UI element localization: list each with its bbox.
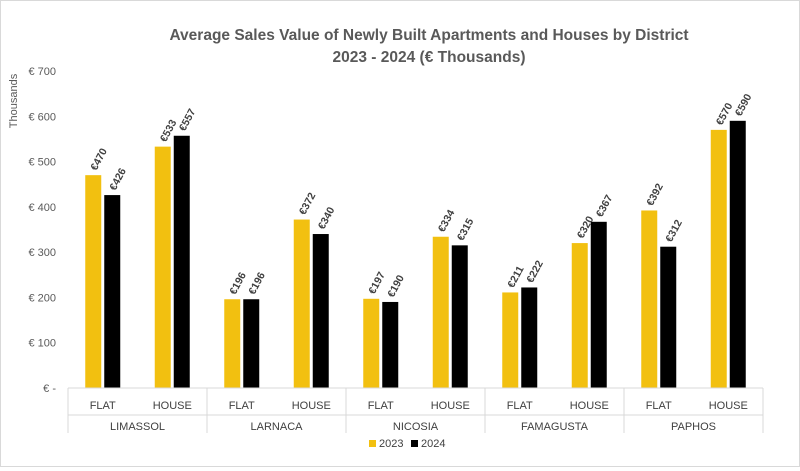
- data-label-2024: €557: [177, 107, 199, 133]
- y-tick-label: € 600: [28, 111, 56, 123]
- bar-2024-nicosia-flat: [382, 301, 399, 388]
- y-tick-label: € 400: [28, 202, 56, 214]
- y-tick-label: € 300: [28, 247, 56, 259]
- data-label-2023: €211: [505, 264, 526, 290]
- x-type-label: FLAT: [90, 400, 116, 412]
- bar-2024-larnaca-house: [312, 234, 329, 388]
- bar-2024-famagusta-flat: [521, 287, 538, 388]
- bar-2023-larnaca-house: [293, 219, 310, 388]
- x-type-label: FLAT: [646, 400, 672, 412]
- data-label-2024: €340: [316, 205, 338, 231]
- x-type-label: HOUSE: [153, 400, 192, 412]
- data-label-2023: €372: [297, 191, 319, 217]
- bar-2023-famagusta-flat: [502, 292, 519, 388]
- bar-2023-famagusta-house: [571, 243, 588, 388]
- legend-swatch-2024: [411, 440, 418, 447]
- data-label-2023: €197: [366, 270, 388, 296]
- data-label-2024: €312: [663, 218, 685, 244]
- bar-2023-larnaca-flat: [224, 299, 241, 388]
- x-type-label: HOUSE: [709, 400, 748, 412]
- bar-2023-paphos-house: [710, 129, 727, 388]
- bar-2024-limassol-flat: [104, 195, 121, 388]
- data-label-2024: €367: [594, 193, 616, 219]
- data-label-2024: €315: [455, 216, 477, 242]
- x-type-label: HOUSE: [570, 400, 609, 412]
- x-district-label: NICOSIA: [393, 421, 439, 433]
- y-axis-ticks: € - € 100 € 200 € 300 € 400 € 500 € 600 € 700: [28, 66, 56, 395]
- bar-2024-limassol-house: [173, 135, 190, 388]
- x-district-label: LARNACA: [251, 421, 304, 433]
- legend-label-2024: 2024: [421, 438, 445, 450]
- y-tick-label: € -: [43, 383, 56, 395]
- x-district-label: FAMAGUSTA: [521, 421, 589, 433]
- bar-2023-nicosia-house: [432, 236, 449, 388]
- legend: 2023 2024: [369, 438, 445, 450]
- data-label-2023: €196: [227, 270, 249, 296]
- y-tick-label: € 200: [28, 292, 56, 304]
- bar-2023-paphos-flat: [641, 210, 658, 388]
- data-label-2024: €590: [733, 92, 755, 118]
- bar-2024-larnaca-flat: [243, 299, 260, 388]
- y-tick-label: € 700: [28, 66, 56, 78]
- bar-2024-nicosia-house: [451, 245, 468, 388]
- data-label-2023: €392: [644, 181, 666, 207]
- x-type-label: FLAT: [507, 400, 533, 412]
- data-label-2024: €426: [107, 166, 129, 192]
- data-label-2024: €190: [385, 273, 407, 299]
- data-label-2023: €334: [436, 208, 458, 234]
- x-type-label: HOUSE: [292, 400, 331, 412]
- bars-group: [85, 120, 746, 389]
- chart-title-line-1: Average Sales Value of Newly Built Apart…: [169, 27, 688, 44]
- x-type-label: FLAT: [229, 400, 255, 412]
- y-tick-label: € 500: [28, 157, 56, 169]
- bar-2023-nicosia-flat: [363, 298, 380, 388]
- bar-2024-paphos-flat: [660, 246, 677, 388]
- data-label-2023: €470: [88, 146, 110, 172]
- x-type-label: HOUSE: [431, 400, 470, 412]
- legend-swatch-2023: [369, 440, 376, 447]
- y-tick-label: € 100: [28, 338, 56, 350]
- bar-2024-famagusta-house: [590, 221, 607, 388]
- x-district-label: PAPHOS: [671, 421, 716, 433]
- x-axis: FLAT HOUSE FLAT HOUSE FLAT HOUSE FLAT HOUSE FLAT…: [67, 387, 764, 433]
- bar-2023-limassol-house: [154, 146, 171, 388]
- bar-2024-paphos-house: [729, 120, 746, 389]
- chart-title-line-2: 2023 - 2024 (€ Thousands): [333, 49, 526, 66]
- bar-2023-limassol-flat: [85, 175, 102, 388]
- y-axis-title: Thousands: [8, 73, 20, 128]
- x-type-label: FLAT: [368, 400, 394, 412]
- data-label-2024: €222: [524, 258, 546, 284]
- x-district-label: LIMASSOL: [110, 421, 165, 433]
- legend-label-2023: 2023: [379, 438, 403, 450]
- data-label-2024: €196: [246, 270, 268, 296]
